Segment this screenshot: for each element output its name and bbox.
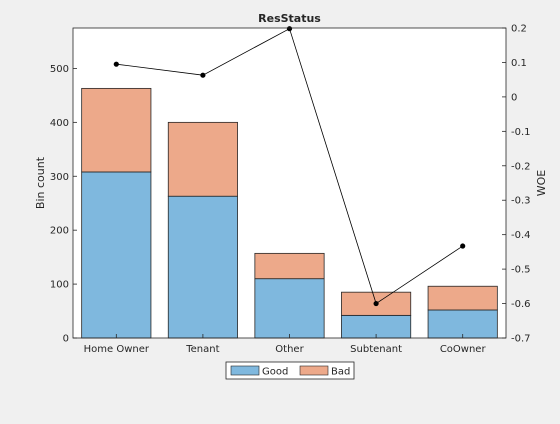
bar-good-0 (81, 171, 152, 339)
woe-line-layer (113, 26, 466, 307)
y-ticks-right: 0.2 0.1 0 -0.1 -0.2 -0.3 -0.4 -0.5 -0.6 -0.7 (502, 24, 531, 345)
y-axis-label-left: Bin count (34, 156, 47, 209)
legend-label-bad: Bad (331, 367, 350, 378)
y2-tick-label-7: -0.5 (511, 265, 531, 276)
y-tick-label-3: 300 (50, 172, 69, 183)
y2-tick-label-0: 0.2 (511, 24, 527, 35)
y2-tick-label-3: -0.1 (511, 127, 531, 138)
y-tick-label-5: 500 (50, 64, 69, 75)
y2-tick-label-4: -0.2 (511, 161, 531, 172)
y2-tick-label-8: -0.6 (511, 299, 531, 310)
bar-bad-0 (81, 87, 152, 173)
bar-bad-2 (254, 252, 325, 280)
y2-tick-label-1: 0.1 (511, 58, 527, 69)
x-tick-label-0: Home Owner (84, 344, 150, 355)
y2-tick-label-2: 0 (511, 92, 517, 103)
legend-swatch-bad (299, 365, 329, 376)
woe-point-0 (113, 61, 119, 67)
bar-bad-1 (167, 121, 238, 197)
woe-point-1 (200, 72, 206, 78)
chart-title: ResStatus (258, 12, 321, 25)
y-tick-label-1: 100 (50, 280, 69, 291)
bar-good-1 (167, 195, 238, 339)
woe-point-3 (373, 300, 379, 307)
bar-good-4 (427, 309, 498, 339)
y-ticks-left: 0 100 200 300 400 500 (50, 64, 77, 345)
legend: Good Bad (225, 361, 355, 380)
bar-bad-4 (427, 285, 498, 311)
y2-tick-label-5: -0.3 (511, 196, 531, 207)
y-tick-label-4: 400 (50, 118, 69, 129)
legend-label-good: Good (262, 367, 288, 378)
x-tick-label-1: Tenant (185, 344, 219, 355)
x-tick-label-2: Other (275, 344, 304, 355)
x-tick-label-4: CoOwner (440, 344, 487, 355)
y-axis-label-right: WOE (535, 170, 548, 197)
legend-swatch-good (230, 365, 260, 376)
y-tick-label-0: 0 (63, 334, 69, 345)
y-tick-label-2: 200 (50, 226, 69, 237)
y2-tick-label-9: -0.7 (511, 334, 531, 345)
woe-point-2 (286, 26, 293, 32)
y2-tick-label-6: -0.4 (511, 230, 531, 241)
woe-point-4 (460, 243, 466, 249)
x-tick-label-3: Subtenant (350, 344, 402, 355)
x-ticks: Home Owner Tenant Other Subtenant CoOwner (84, 334, 487, 355)
bars-layer (81, 87, 498, 339)
bar-good-2 (254, 278, 325, 339)
